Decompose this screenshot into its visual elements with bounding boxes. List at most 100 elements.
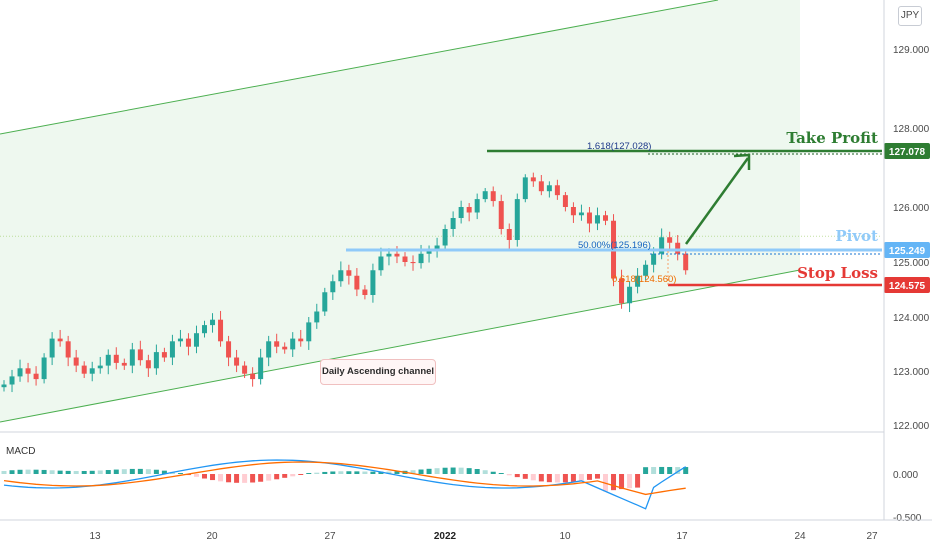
macd-histogram-bar — [298, 474, 304, 475]
macd-tick-label: -0.500 — [893, 513, 922, 524]
stop-loss-price-tag: 124.575 — [889, 281, 926, 292]
candle-body — [105, 354, 111, 366]
macd-histogram-bar — [450, 467, 456, 474]
macd-histogram-bar — [145, 469, 151, 474]
macd-histogram-bar — [458, 467, 464, 474]
candle-body — [258, 357, 264, 380]
candle-body — [562, 195, 568, 207]
macd-histogram-bar — [354, 471, 360, 474]
macd-histogram-bar — [129, 468, 135, 474]
channel-lower-line — [0, 269, 801, 423]
macd-histogram-bar — [378, 471, 384, 474]
macd-indicator: 0.000 -0.500 — [1, 459, 922, 524]
macd-histogram-bar — [306, 473, 312, 474]
macd-histogram-bar — [338, 471, 344, 474]
macd-histogram-bar — [426, 468, 432, 474]
pivot-fib-label: 50.00%(125.196) — [578, 240, 651, 251]
level-labels: Take Profit Pivot Stop Loss 1.618(127.028) 5… — [578, 129, 930, 293]
candle-body — [282, 346, 288, 350]
candle-body — [121, 362, 127, 366]
candle-body — [651, 253, 657, 265]
candle-body — [354, 275, 360, 290]
candle-body — [402, 256, 408, 262]
candle-body — [554, 185, 560, 196]
candle-body — [49, 338, 55, 358]
macd-histogram-bar — [314, 472, 320, 474]
macd-histogram-bar — [538, 474, 544, 482]
candle-body — [498, 201, 504, 229]
candle-body — [667, 237, 673, 243]
macd-histogram-bar — [530, 474, 536, 481]
macd-histogram-bar — [562, 474, 568, 483]
stop-loss-label: Stop Loss — [797, 264, 878, 282]
channel-fill — [0, 0, 800, 422]
candle-body — [153, 352, 159, 369]
macd-histogram-bar — [418, 469, 424, 474]
macd-histogram-bar — [97, 470, 103, 474]
candle-body — [322, 292, 328, 312]
macd-histogram-bar — [386, 471, 392, 474]
candle-body — [619, 278, 625, 304]
candle-body — [659, 237, 665, 254]
y-tick-label: 122.000 — [893, 421, 930, 432]
macd-histogram-bar — [627, 474, 633, 489]
macd-histogram-bar — [1, 471, 7, 474]
macd-histogram-bar — [258, 474, 264, 482]
pivot-label: Pivot — [835, 227, 878, 245]
candle-body — [490, 191, 496, 202]
y-tick-label: 123.000 — [893, 367, 930, 378]
x-tick-label: 10 — [559, 531, 571, 542]
macd-histogram-bar — [25, 469, 31, 474]
candle-body — [410, 262, 416, 264]
y-tick-label: 129.000 — [893, 45, 930, 56]
candle-body — [314, 311, 320, 323]
candle-body — [290, 338, 296, 350]
macd-histogram-bar — [274, 474, 280, 480]
candle-body — [137, 349, 143, 361]
candle-body — [169, 341, 175, 358]
macd-tick-label: 0.000 — [893, 470, 918, 481]
macd-line — [3, 459, 687, 510]
macd-histogram-bar — [41, 469, 47, 474]
x-tick-label: 17 — [676, 531, 688, 542]
candle-body — [586, 212, 592, 224]
candle-body — [193, 333, 199, 347]
macd-histogram-bar — [33, 469, 39, 474]
macd-histogram-bar — [121, 469, 127, 474]
x-tick-label: 20 — [206, 531, 218, 542]
macd-histogram-bar — [65, 470, 71, 474]
macd-histogram-bar — [105, 470, 111, 474]
candle-body — [675, 242, 681, 254]
candle-body — [242, 365, 248, 374]
macd-histogram-bar — [683, 467, 689, 474]
channel-upper-line — [0, 0, 719, 135]
macd-histogram-bar — [57, 470, 63, 474]
x-tick-label: 13 — [89, 531, 101, 542]
macd-histogram-bar — [506, 474, 512, 476]
macd-histogram-bar — [137, 468, 143, 474]
candlestick-series — [1, 172, 689, 393]
pivot-price-tag-box — [884, 242, 930, 258]
currency-selector-button[interactable]: JPY — [898, 6, 922, 26]
macd-histogram-bar — [546, 474, 552, 483]
macd-signal-line — [3, 461, 686, 496]
macd-histogram-bar — [210, 474, 216, 481]
candle-body — [129, 349, 135, 366]
macd-histogram-bar — [474, 469, 480, 474]
macd-histogram-bar — [514, 474, 520, 478]
x-tick-label: 27 — [324, 531, 336, 542]
macd-histogram-bar — [193, 474, 199, 477]
candle-body — [202, 325, 207, 334]
candle-body — [97, 365, 103, 369]
candle-body — [538, 181, 544, 192]
candle-body — [330, 281, 336, 293]
candle-body — [218, 319, 224, 342]
macd-histogram-bar — [675, 467, 681, 474]
candle-body — [306, 322, 312, 342]
macd-histogram-bar — [394, 471, 400, 474]
macd-histogram-bar — [9, 470, 15, 474]
candle-body — [73, 357, 79, 366]
candle-body — [458, 207, 464, 218]
macd-histogram-bar — [177, 473, 183, 474]
